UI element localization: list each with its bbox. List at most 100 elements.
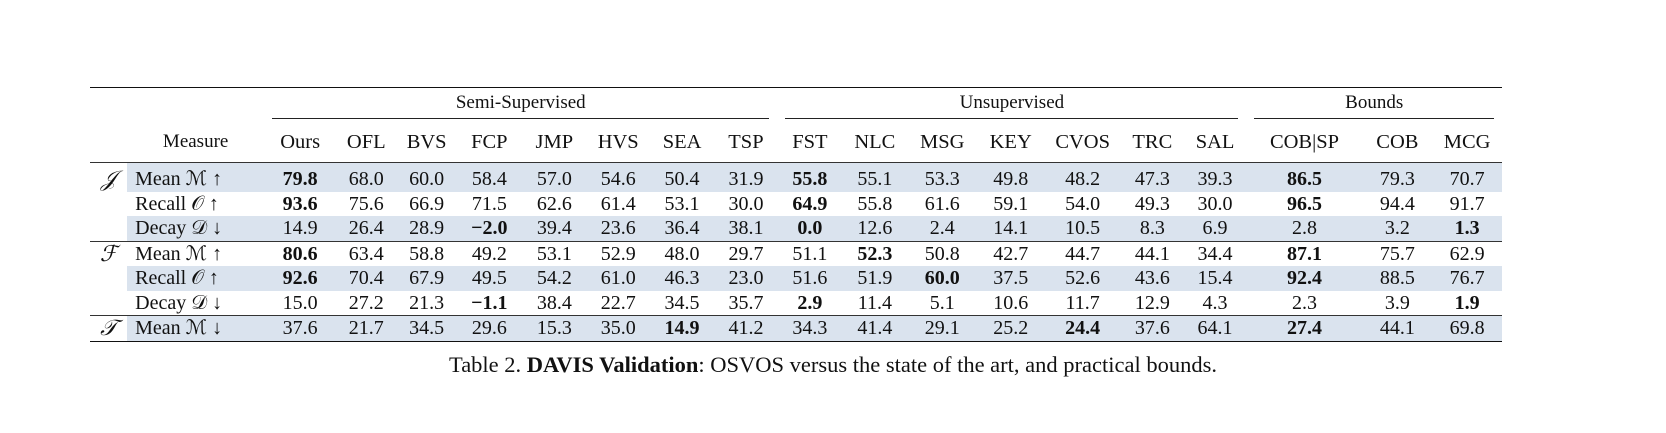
table-cell: 35.7 (728, 291, 764, 314)
table-cell: 29.1 (907, 315, 978, 342)
table-cell: 38.4 (536, 291, 572, 314)
table-cell: 1.9 (1454, 291, 1480, 314)
table-cell: 75.6 (348, 192, 384, 215)
table-cell: 15.3 (521, 315, 587, 342)
table-row: Decay 𝒟 ↓ 15.0 27.2 21.3 −1.1 38.4 22.7 34.5 35.… (90, 291, 1502, 316)
metric-symbol: 𝒯 (90, 315, 128, 342)
table-cell: 31.9 (714, 162, 778, 192)
table-cell: 48.0 (649, 240, 715, 266)
table-cell: 6.9 (1183, 216, 1247, 241)
table-cell: 29.6 (456, 315, 522, 342)
table-cell: 48.2 (1044, 162, 1121, 192)
table-cell: 34.3 (777, 315, 843, 342)
table-cell: 14.9 (649, 315, 715, 342)
table-cell: 34.5 (664, 291, 700, 314)
column-header: CVOS (1044, 122, 1121, 163)
column-header: NLC (842, 122, 908, 163)
metric-symbol: ℱ (90, 240, 128, 266)
table-cell: 42.7 (977, 240, 1045, 266)
results-body: 𝒥 Mean ℳ ↑ 79.8 68.0 60.0 58.4 57.0 54.6 50.4 31.… (90, 162, 1502, 342)
measure-label: Mean ℳ ↑ (127, 240, 265, 266)
table-cell: 43.6 (1120, 266, 1184, 291)
table-cell: 51.6 (777, 266, 843, 291)
table-cell: 49.8 (977, 162, 1045, 192)
table-cell: 55.1 (842, 162, 908, 192)
table-cell: 53.1 (521, 240, 587, 266)
table-cell: 8.3 (1120, 216, 1184, 241)
table-cell: 11.7 (1065, 291, 1100, 314)
table-cell: 51.9 (842, 266, 908, 291)
table-cell: 54.0 (1065, 192, 1101, 215)
results-table-container: Semi-Supervised Unsupervised Bounds Meas… (90, 87, 1502, 342)
table-cell: 55.8 (857, 192, 893, 215)
table-cell: 75.7 (1362, 240, 1433, 266)
table-cell: 63.4 (336, 240, 397, 266)
table-cell: 44.1 (1362, 315, 1433, 342)
caption-title: DAVIS Validation (526, 352, 699, 377)
group-header-unsupervised: Unsupervised (777, 87, 1247, 122)
column-header: BVS (396, 122, 457, 163)
table-cell: 50.8 (907, 240, 978, 266)
table-cell: 27.2 (348, 291, 384, 314)
table-cell: 96.5 (1286, 192, 1322, 215)
table-cell: 21.3 (409, 291, 445, 314)
table-cell: 52.3 (842, 240, 908, 266)
group-header-bounds: Bounds (1246, 87, 1502, 122)
column-header: FST (777, 122, 843, 163)
table-cell: 14.1 (977, 216, 1045, 241)
table-cell: 25.2 (977, 315, 1045, 342)
table-cell: 91.7 (1449, 192, 1485, 215)
table-cell: 34.5 (396, 315, 457, 342)
table-cell: 92.6 (264, 266, 337, 291)
table-cell: 60.0 (396, 162, 457, 192)
table-cell: −1.1 (471, 291, 508, 314)
table-cell: 2.4 (907, 216, 978, 241)
group-header-row: Semi-Supervised Unsupervised Bounds (90, 87, 1502, 122)
measure-label: Decay 𝒟 ↓ (127, 216, 265, 241)
table-cell: 2.9 (797, 291, 823, 314)
table-cell: 21.7 (336, 315, 397, 342)
table-cell: 58.8 (396, 240, 457, 266)
table-cell: 57.0 (521, 162, 587, 192)
table-cell: 67.9 (396, 266, 457, 291)
table-cell: 54.6 (586, 162, 650, 192)
table-cell: 93.6 (282, 192, 318, 215)
table-cell: 49.2 (456, 240, 522, 266)
measure-label: Recall 𝒪 ↑ (135, 192, 219, 215)
table-cell: 80.6 (264, 240, 337, 266)
column-header: MCG (1432, 122, 1502, 163)
results-table: Semi-Supervised Unsupervised Bounds Meas… (90, 87, 1502, 342)
table-cell: 27.4 (1246, 315, 1363, 342)
table-cell: 79.8 (264, 162, 337, 192)
table-cell: 61.4 (600, 192, 636, 215)
column-header: TSP (714, 122, 778, 163)
table-cell: 61.0 (586, 266, 650, 291)
column-header: MSG (907, 122, 978, 163)
table-row: Recall 𝒪 ↑ 93.6 75.6 66.9 71.5 62.6 61.4 53.1 30… (90, 192, 1502, 217)
table-cell: 70.4 (336, 266, 397, 291)
table-cell: 3.2 (1362, 216, 1433, 241)
table-cell: 23.6 (586, 216, 650, 241)
table-cell: 37.5 (977, 266, 1045, 291)
table-row: ℱ Mean ℳ ↑ 80.6 63.4 58.8 49.2 53.1 52.9 48.0 29.… (90, 240, 1502, 266)
table-caption: Table 2. DAVIS Validation: OSVOS versus … (0, 352, 1666, 378)
table-cell: 62.6 (536, 192, 572, 215)
table-cell: 28.9 (396, 216, 457, 241)
table-row: 𝒥 Mean ℳ ↑ 79.8 68.0 60.0 58.4 57.0 54.6 50.4 31.… (90, 162, 1502, 192)
table-cell: 51.1 (777, 240, 843, 266)
column-header: SEA (649, 122, 715, 163)
measure-label: Mean ℳ ↓ (127, 315, 265, 342)
column-header-row: Measure Ours OFL BVS FCP JMP HVS SEA TSP FST NLC M… (90, 122, 1502, 163)
table-cell: 61.6 (924, 192, 960, 215)
table-cell: 64.1 (1183, 315, 1247, 342)
table-cell: 23.0 (714, 266, 778, 291)
table-cell: 36.4 (649, 216, 715, 241)
column-header: COB|SP (1246, 122, 1363, 163)
metric-symbol (90, 192, 127, 217)
column-header: Ours (264, 122, 337, 163)
table-cell: 30.0 (1197, 192, 1233, 215)
table-cell: 0.0 (777, 216, 843, 241)
column-header: JMP (521, 122, 587, 163)
table-row: Recall 𝒪 ↑ 92.6 70.4 67.9 49.5 54.2 61.0 46.3 23… (90, 266, 1502, 291)
metric-symbol (90, 266, 127, 291)
